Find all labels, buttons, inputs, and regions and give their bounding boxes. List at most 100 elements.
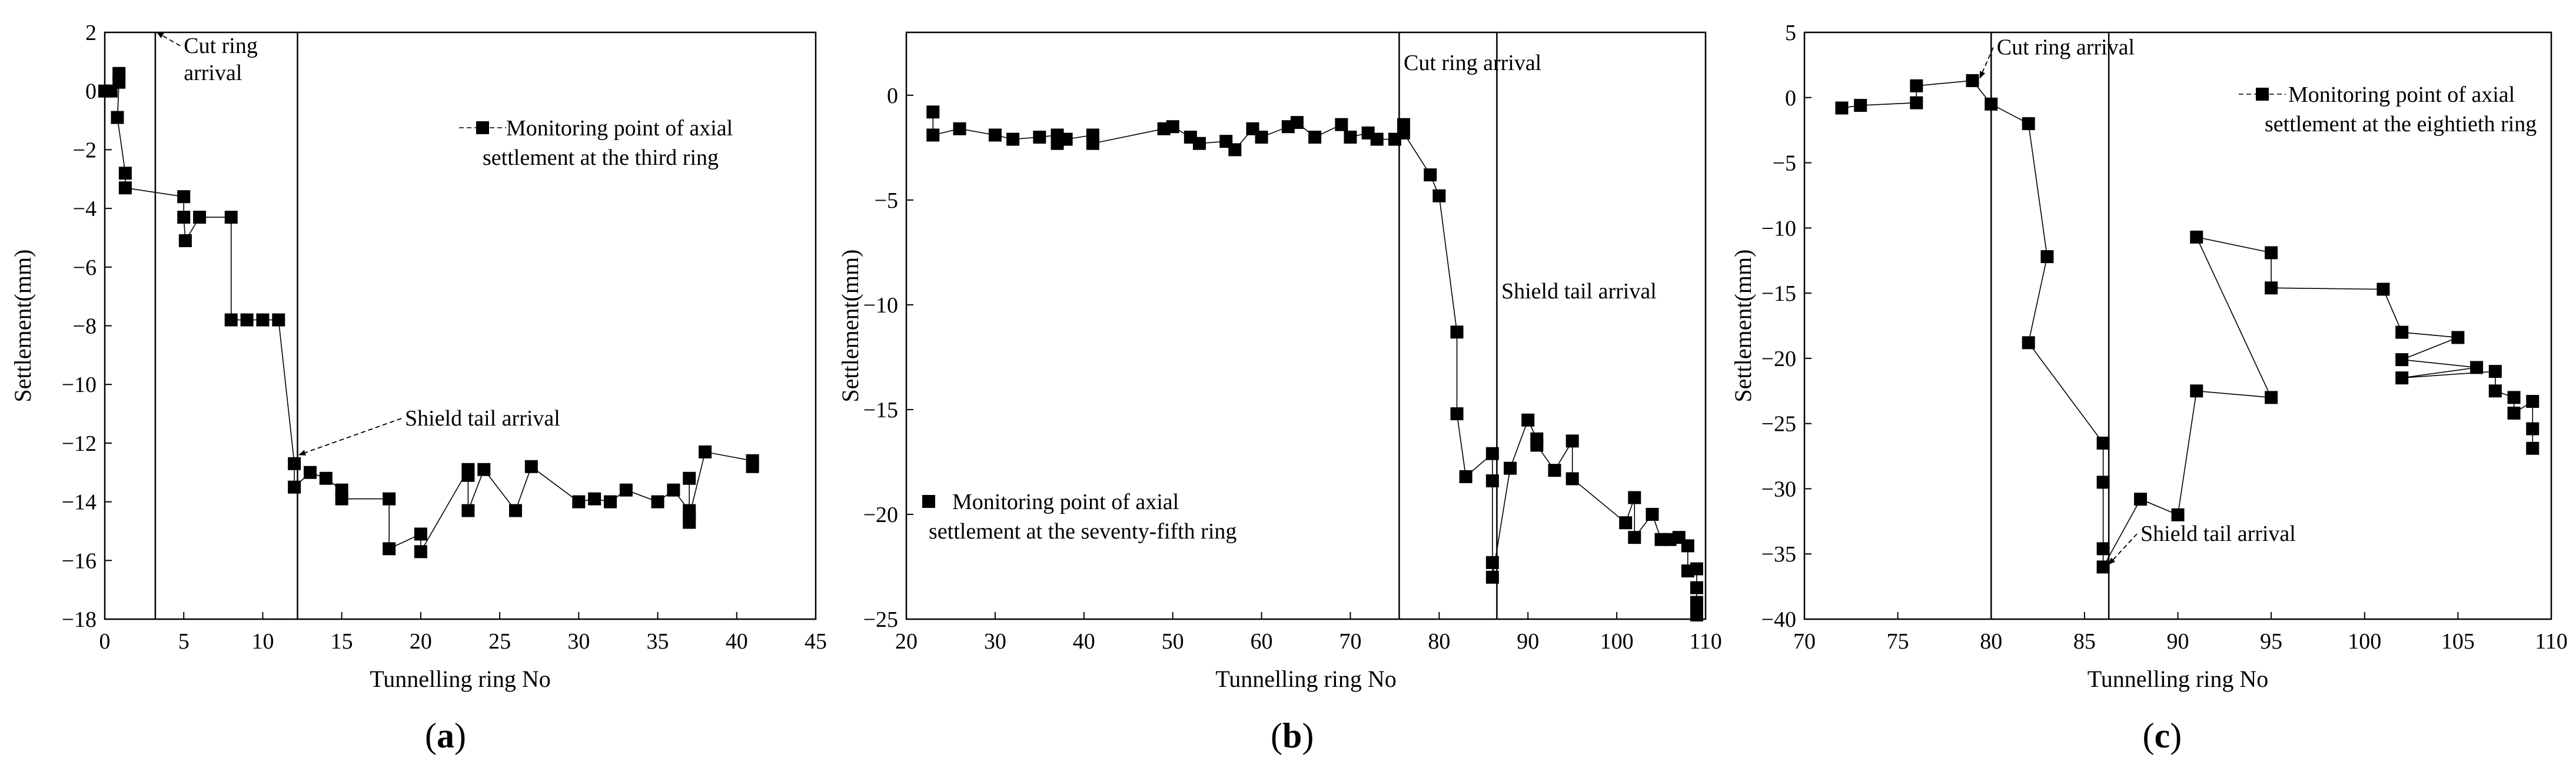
y-tick-label: −6 [73, 255, 97, 280]
x-tick-label: 90 [2167, 629, 2189, 654]
x-tick-label: 10 [251, 629, 274, 654]
data-point [1690, 562, 1703, 576]
y-tick-label: 0 [1785, 86, 1796, 111]
annotation-text: Shield tail arrival [1501, 279, 1657, 304]
data-point [1344, 131, 1357, 144]
data-point [2488, 384, 2502, 398]
y-tick-label: −14 [62, 490, 97, 515]
data-point [746, 460, 759, 473]
data-point [2190, 384, 2203, 398]
data-point [1985, 97, 1998, 111]
x-tick-label: 90 [1517, 629, 1539, 654]
annotation-arrow [2108, 533, 2138, 565]
data-point [1628, 531, 1641, 544]
data-point [1548, 464, 1561, 477]
data-point [1681, 539, 1694, 553]
data-point [224, 211, 238, 224]
data-point [112, 75, 126, 89]
data-point [1690, 596, 1703, 609]
data-point [1485, 474, 1499, 487]
data-point [1628, 491, 1641, 504]
data-point [193, 211, 207, 224]
data-point [2022, 117, 2035, 131]
y-tick-label: −5 [1773, 151, 1796, 176]
data-point [953, 122, 966, 135]
y-tick-label: −5 [875, 188, 898, 213]
x-tick-label: 40 [726, 629, 748, 654]
x-axis-title: Tunnelling ring No [1215, 666, 1396, 692]
data-point [2096, 436, 2110, 450]
x-tick-label: 85 [2073, 629, 2096, 654]
data-point [1854, 99, 1867, 112]
x-tick-label: 80 [1428, 629, 1450, 654]
annotation-text: Cut ring [184, 34, 258, 58]
data-point [414, 527, 427, 541]
y-axis-title: Settlement(mm) [837, 250, 863, 403]
y-tick-label: 2 [85, 21, 97, 45]
data-point [1397, 126, 1410, 139]
y-tick-label: −25 [863, 607, 898, 632]
data-point [2526, 441, 2540, 455]
data-point [2040, 250, 2054, 264]
x-tick-label: 100 [2348, 629, 2381, 654]
annotation-text: Shield tail arrival [405, 406, 560, 431]
data-point [1450, 407, 1464, 421]
annotation-arrow [156, 32, 181, 46]
data-point [988, 128, 1002, 142]
x-tick-label: 80 [1980, 629, 2002, 654]
x-tick-label: 100 [1600, 629, 1634, 654]
x-tick-label: 0 [99, 629, 111, 654]
panel-a: 0 5 10 15 20 25 30 35 40 45−18−16−14−12−10−8−6−4−… [9, 21, 827, 755]
x-tick-label: 25 [488, 629, 511, 654]
data-point [1690, 581, 1703, 594]
data-point [2526, 422, 2540, 436]
data-point [256, 313, 270, 327]
x-tick-label: 105 [2441, 629, 2475, 654]
data-point [2096, 560, 2110, 574]
annotation-arrow [1979, 47, 1994, 79]
legend-marker [922, 495, 935, 508]
x-tick-label: 75 [1887, 629, 1909, 654]
y-axis-title: Settlement(mm) [1730, 250, 1756, 403]
data-point [683, 510, 696, 523]
data-point [1290, 116, 1304, 129]
data-point [1432, 189, 1446, 202]
data-point [2395, 353, 2409, 367]
y-tick-label: −10 [1761, 216, 1796, 241]
data-point [118, 167, 132, 180]
x-tick-label: 20 [895, 629, 918, 654]
legend-text: Monitoring point of axial [506, 116, 733, 141]
data-point [1059, 132, 1073, 146]
x-tick-label: 95 [2260, 629, 2282, 654]
data-point [1450, 325, 1464, 339]
x-tick-label: 15 [331, 629, 353, 654]
data-point [2376, 283, 2390, 296]
y-tick-label: −2 [73, 138, 97, 162]
data-point [1228, 143, 1242, 157]
data-point [319, 471, 333, 485]
data-point [2395, 325, 2409, 339]
data-point [2395, 371, 2409, 385]
y-tick-label: −10 [863, 293, 898, 318]
data-point [1033, 131, 1046, 144]
panel-label: (c) [2143, 716, 2182, 755]
data-point [2265, 246, 2278, 260]
data-point [1521, 413, 1535, 427]
x-tick-label: 20 [410, 629, 432, 654]
data-point [1485, 570, 1499, 584]
data-point [177, 190, 191, 204]
data-point [1966, 74, 1979, 87]
data-point [1335, 118, 1348, 131]
data-point [240, 313, 254, 327]
data-point [1565, 434, 1579, 448]
data-point [2265, 281, 2278, 295]
x-tick-label: 110 [1689, 629, 1722, 654]
data-point [2096, 476, 2110, 489]
y-axis-title: Settlement(mm) [9, 250, 36, 403]
data-point [1424, 168, 1437, 182]
data-point [288, 457, 301, 470]
data-point [588, 492, 601, 506]
data-point [1690, 608, 1703, 622]
data-point [1308, 131, 1322, 144]
